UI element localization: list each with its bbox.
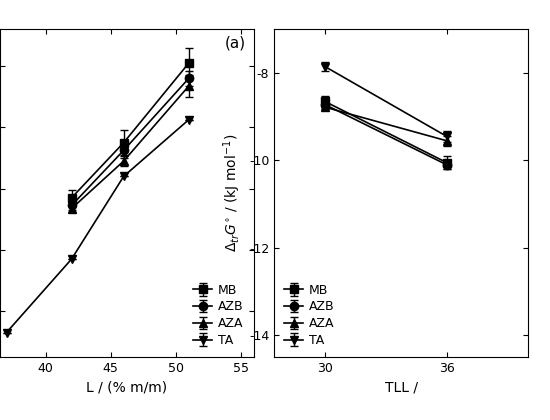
X-axis label: TLL /: TLL /: [384, 381, 417, 394]
Legend: MB, AZB, AZA, TA: MB, AZB, AZA, TA: [189, 280, 248, 351]
X-axis label: L / (% m/m): L / (% m/m): [86, 381, 168, 394]
Legend: MB, AZB, AZA, TA: MB, AZB, AZA, TA: [280, 280, 339, 351]
Text: (a): (a): [225, 36, 246, 51]
Y-axis label: $\Delta_{tr}G^{\circ}$ / (kJ mol$^{-1}$): $\Delta_{tr}G^{\circ}$ / (kJ mol$^{-1}$): [222, 134, 243, 252]
